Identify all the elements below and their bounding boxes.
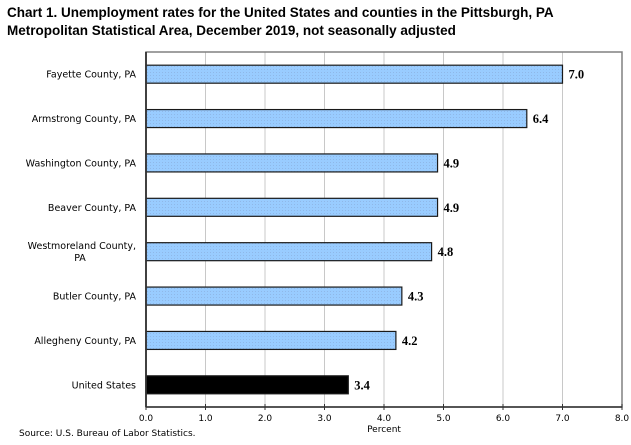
category-label-line: Westmoreland County, bbox=[28, 241, 136, 252]
x-tick-label: 8.0 bbox=[615, 414, 630, 424]
source-note: Source: U.S. Bureau of Labor Statistics. bbox=[19, 429, 196, 439]
x-tick-label: 0.0 bbox=[139, 414, 154, 424]
x-tick-label: 4.0 bbox=[377, 414, 392, 424]
value-label: 4.8 bbox=[438, 245, 454, 259]
bar bbox=[145, 375, 349, 395]
bar bbox=[145, 153, 439, 173]
category-label: Beaver County, PA bbox=[48, 203, 137, 214]
category-label: Armstrong County, PA bbox=[32, 114, 137, 125]
value-label: 6.4 bbox=[533, 112, 549, 126]
chart-title-line-1: Chart 1. Unemployment rates for the Unit… bbox=[7, 5, 554, 20]
bar bbox=[145, 64, 564, 84]
category-label-line: Fayette County, PA bbox=[46, 70, 136, 81]
category-label: Butler County, PA bbox=[53, 292, 137, 303]
value-label: 4.2 bbox=[402, 334, 418, 348]
category-label: Fayette County, PA bbox=[46, 70, 136, 81]
category-label-line: Washington County, PA bbox=[26, 158, 137, 169]
bar bbox=[145, 197, 439, 217]
category-label: Westmoreland County, PA bbox=[28, 241, 136, 264]
category-label-line: Beaver County, PA bbox=[48, 203, 137, 214]
bar bbox=[145, 108, 528, 129]
bar bbox=[145, 330, 397, 351]
chart-title: Chart 1. Unemployment rates for the Unit… bbox=[7, 4, 627, 40]
category-label-line: Butler County, PA bbox=[53, 292, 137, 303]
x-tick-label: 5.0 bbox=[436, 414, 451, 424]
bar bbox=[145, 286, 403, 306]
value-label: 4.3 bbox=[408, 290, 424, 304]
value-label: 4.9 bbox=[444, 201, 460, 215]
category-label-line: United States bbox=[72, 380, 136, 391]
category-label: United States bbox=[72, 380, 136, 391]
x-tick-label: 7.0 bbox=[555, 414, 570, 424]
value-label: 4.9 bbox=[444, 156, 460, 170]
category-label-line: Allegheny County, PA bbox=[34, 336, 136, 347]
category-label: Allegheny County, PA bbox=[34, 336, 136, 347]
x-tick-label: 1.0 bbox=[198, 414, 213, 424]
x-axis-ticks: 0.0 1.0 2.0 3.0 4.0 5.0 6.0 7.0 8.0 bbox=[139, 404, 630, 424]
x-tick-label: 2.0 bbox=[258, 414, 273, 424]
value-label: 3.4 bbox=[354, 378, 370, 392]
value-label: 7.0 bbox=[569, 68, 585, 82]
category-label-line: Armstrong County, PA bbox=[32, 114, 137, 125]
gridlines bbox=[205, 52, 563, 407]
bar bbox=[145, 242, 433, 262]
bars bbox=[145, 64, 564, 395]
x-tick-label: 3.0 bbox=[317, 414, 332, 424]
value-labels: 7.0 6.4 4.9 4.9 4.8 4.3 4.2 3.4 bbox=[354, 68, 584, 393]
x-tick-label: 6.0 bbox=[496, 414, 511, 424]
category-label: Washington County, PA bbox=[26, 158, 137, 169]
chart-title-line-2: Metropolitan Statistical Area, December … bbox=[7, 23, 456, 38]
x-axis-title: Percent bbox=[367, 425, 401, 435]
category-labels: Fayette County, PA Armstrong County, PA Wa… bbox=[26, 70, 137, 392]
category-label-line: PA bbox=[74, 253, 86, 264]
